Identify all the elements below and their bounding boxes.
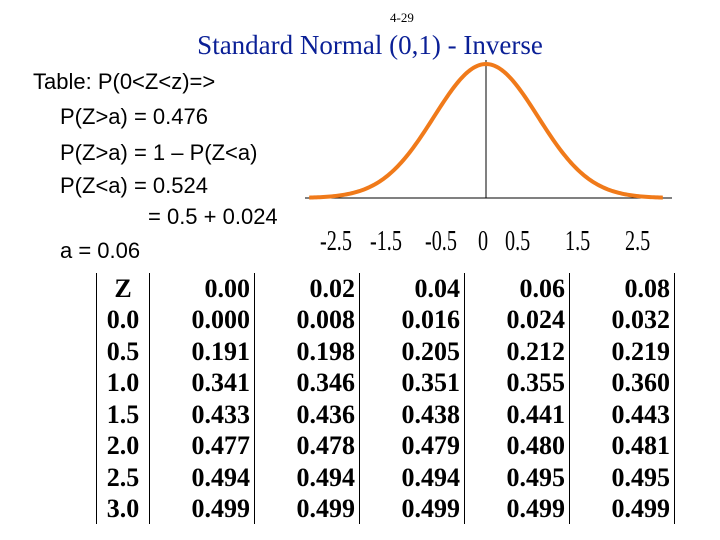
z-cell: 3.0 xyxy=(96,493,150,524)
work-line-split: = 0.5 + 0.024 xyxy=(148,204,278,229)
z-table: Z 0.00 0.02 0.04 0.06 0.08 0.0 0.000 0.0… xyxy=(96,273,675,524)
value-cell: 0.360 xyxy=(569,367,675,399)
axis-label: -0.5 xyxy=(425,226,457,257)
value-cell: 0.441 xyxy=(464,398,570,430)
value-cell: 0.032 xyxy=(569,304,675,336)
z-cell: 0.0 xyxy=(96,304,150,336)
slide-title: Standard Normal (0,1) - Inverse xyxy=(197,30,543,60)
value-cell: 0.438 xyxy=(359,398,465,430)
value-cell: 0.499 xyxy=(464,493,570,524)
header-cell: 0.04 xyxy=(359,273,465,304)
value-cell: 0.495 xyxy=(569,461,675,493)
work-line-cumulative: P(Z<a) = 0.524 xyxy=(60,173,208,198)
work-line-table: Table: P(0<Z<z)=> xyxy=(33,69,216,94)
value-cell: 0.198 xyxy=(254,335,360,367)
z-cell: 1.5 xyxy=(96,398,150,430)
work-line-given: P(Z>a) = 0.476 xyxy=(60,104,208,129)
value-cell: 0.355 xyxy=(464,367,570,399)
slide-number: 4-29 xyxy=(390,10,414,25)
value-cell: 0.443 xyxy=(569,398,675,430)
value-cell: 0.219 xyxy=(569,335,675,367)
value-cell: 0.016 xyxy=(359,304,465,336)
header-cell: 0.08 xyxy=(569,273,675,304)
value-cell: 0.478 xyxy=(254,430,360,462)
value-cell: 0.433 xyxy=(149,398,255,430)
value-cell: 0.436 xyxy=(254,398,360,430)
table-row: 0.0 0.000 0.008 0.016 0.024 0.032 xyxy=(96,304,675,336)
table-row: 3.0 0.499 0.499 0.499 0.499 0.499 xyxy=(96,493,675,524)
table-row: 0.5 0.191 0.198 0.205 0.212 0.219 xyxy=(96,335,675,367)
value-cell: 0.479 xyxy=(359,430,465,462)
value-cell: 0.495 xyxy=(464,461,570,493)
table-row: 1.5 0.433 0.436 0.438 0.441 0.443 xyxy=(96,398,675,430)
table-row: 2.0 0.477 0.478 0.479 0.480 0.481 xyxy=(96,430,675,462)
value-cell: 0.351 xyxy=(359,367,465,399)
axis-label: 0 xyxy=(478,226,489,257)
value-cell: 0.499 xyxy=(569,493,675,524)
work-line-complement: P(Z>a) = 1 – P(Z<a) xyxy=(60,140,258,165)
axis-label: 1.5 xyxy=(565,226,591,257)
value-cell: 0.341 xyxy=(149,367,255,399)
table-row: 2.5 0.494 0.494 0.494 0.495 0.495 xyxy=(96,461,675,493)
normal-curve xyxy=(309,61,663,200)
header-cell: 0.00 xyxy=(149,273,255,304)
value-cell: 0.480 xyxy=(464,430,570,462)
axis-label: 2.5 xyxy=(625,226,651,257)
value-cell: 0.008 xyxy=(254,304,360,336)
value-cell: 0.205 xyxy=(359,335,465,367)
z-cell: 1.0 xyxy=(96,367,150,399)
work-line-answer: a = 0.06 xyxy=(60,238,141,263)
z-cell: 0.5 xyxy=(96,335,150,367)
header-cell: 0.06 xyxy=(464,273,570,304)
header-cell: 0.02 xyxy=(254,273,360,304)
value-cell: 0.499 xyxy=(254,493,360,524)
z-cell: 2.0 xyxy=(96,430,150,462)
axis-label: 0.5 xyxy=(505,226,531,257)
value-cell: 0.499 xyxy=(359,493,465,524)
z-cell: 2.5 xyxy=(96,461,150,493)
value-cell: 0.000 xyxy=(149,304,255,336)
value-cell: 0.024 xyxy=(464,304,570,336)
value-cell: 0.494 xyxy=(254,461,360,493)
value-cell: 0.191 xyxy=(149,335,255,367)
table-row: 1.0 0.341 0.346 0.351 0.355 0.360 xyxy=(96,367,675,399)
value-cell: 0.481 xyxy=(569,430,675,462)
header-cell: Z xyxy=(96,273,150,304)
value-cell: 0.477 xyxy=(149,430,255,462)
normal-curve-figure xyxy=(305,60,672,200)
value-cell: 0.346 xyxy=(254,367,360,399)
value-cell: 0.494 xyxy=(149,461,255,493)
value-cell: 0.499 xyxy=(149,493,255,524)
value-cell: 0.212 xyxy=(464,335,570,367)
table-header-row: Z 0.00 0.02 0.04 0.06 0.08 xyxy=(96,273,675,304)
axis-label: -1.5 xyxy=(370,226,402,257)
axis-label: -2.5 xyxy=(320,226,352,257)
value-cell: 0.494 xyxy=(359,461,465,493)
